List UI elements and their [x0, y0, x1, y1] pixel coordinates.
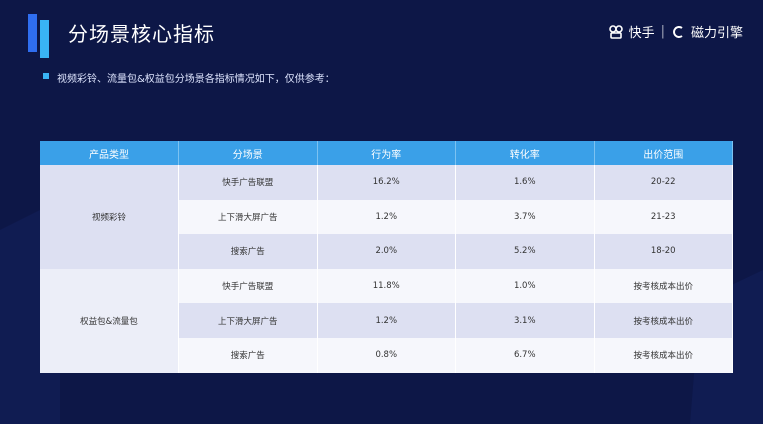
table-cell: 1.0% [455, 268, 595, 304]
partner-icon [673, 25, 683, 38]
table-cell: 按考核成本出价 [594, 268, 733, 304]
table-cell: 20-22 [594, 165, 733, 200]
table-cell: 按考核成本出价 [594, 337, 733, 373]
table-row: 上下滑大屏广告 1.2% 3.7% 21-23 [40, 199, 733, 235]
table-cell: 1.2% [317, 303, 456, 338]
subtitle: 视频彩铃、流量包&权益包分场景各指标情况如下，仅供参考： [57, 74, 335, 85]
table-row: 搜索广告 0.8% 6.7% 按考核成本出价 [40, 337, 733, 373]
metrics-table: 产品类型 分场景 行为率 转化率 出价范围 视频彩铃 快手广告联盟 16.2% 1.6% 20-2… [40, 141, 733, 373]
table-cell: 11.8% [317, 268, 456, 304]
title: 分场景核心指标 [68, 22, 215, 46]
header-row: 产品类型 分场景 行为率 转化率 出价范围 [40, 141, 733, 165]
brand-icon [608, 24, 623, 39]
table-cell: 搜索广告 [178, 337, 318, 373]
table-cell: 上下滑大屏广告 [178, 199, 318, 235]
table-cell: 16.2% [317, 165, 456, 200]
table-cell: 1.6% [455, 165, 595, 200]
table-cell: 1.2% [317, 199, 456, 235]
group-label: 权益包&流量包 [40, 268, 179, 373]
table-row: 搜索广告 2.0% 5.2% 18-20 [40, 234, 733, 269]
table-row: 视频彩铃 快手广告联盟 16.2% 1.6% 20-22 [40, 165, 733, 269]
table-row: 权益包&流量包 快手广告联盟 11.8% 1.0% 按考核成本出价 [40, 268, 733, 373]
divider: | [660, 24, 665, 39]
table-cell: 上下滑大屏广告 [178, 303, 318, 338]
table-cell: 5.2% [455, 234, 595, 269]
table-cell: 快手广告联盟 [178, 268, 318, 304]
table-cell: 18-20 [594, 234, 733, 269]
table-cell: 6.7% [455, 337, 595, 373]
brand-logos: 快手 | 磁力引擎 [608, 22, 743, 41]
table-cell: 2.0% [317, 234, 456, 269]
table-cell: 按考核成本出价 [594, 303, 733, 338]
table-cell: 快手广告联盟 [178, 165, 318, 200]
table-cell: 3.7% [455, 199, 595, 235]
table-cell: 21-23 [594, 199, 733, 235]
table-cell: 0.8% [317, 337, 456, 373]
column-header: 转化率 [455, 141, 595, 165]
table-row: 上下滑大屏广告 1.2% 3.1% 按考核成本出价 [40, 303, 733, 338]
column-header: 出价范围 [594, 141, 733, 165]
table-cell: 3.1% [455, 303, 595, 338]
column-header: 分场景 [178, 141, 318, 165]
table-cell: 搜索广告 [178, 234, 318, 269]
partner-name: 磁力引擎 [690, 26, 743, 41]
column-header: 行为率 [317, 141, 456, 165]
column-header: 产品类型 [40, 141, 179, 165]
brand-name: 快手 [628, 26, 655, 41]
group-label: 视频彩铃 [40, 165, 179, 269]
